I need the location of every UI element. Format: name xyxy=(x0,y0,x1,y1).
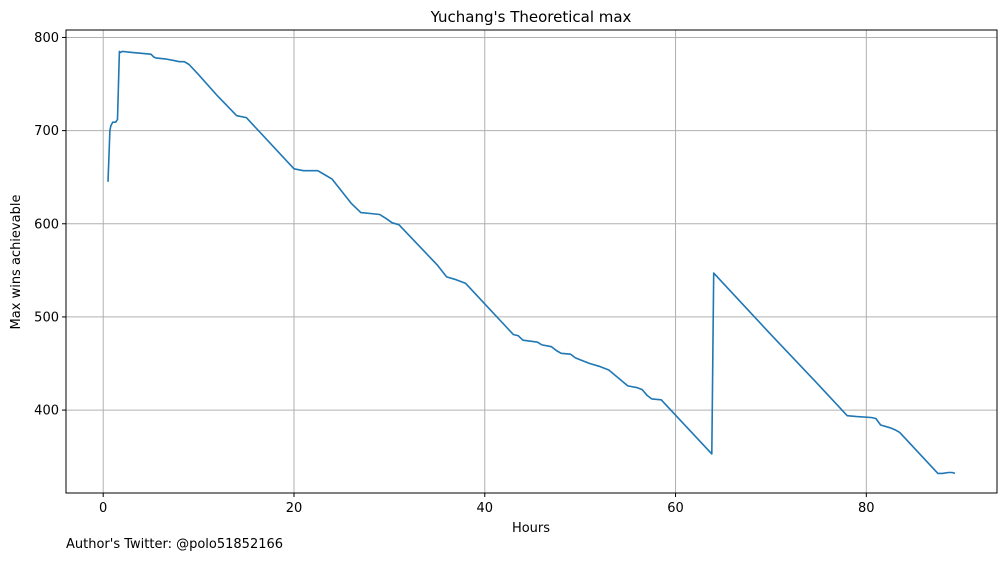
x-tick-label: 20 xyxy=(286,501,303,516)
y-tick-label: 400 xyxy=(34,404,59,419)
y-tick-label: 600 xyxy=(34,217,59,232)
x-axis: 0 20 40 60 80 xyxy=(99,493,875,516)
x-axis-label: Hours xyxy=(512,521,550,536)
chart-title: Yuchang's Theoretical max xyxy=(430,8,632,26)
y-tick-label: 700 xyxy=(34,124,59,139)
series-line-0 xyxy=(107,50,956,475)
x-tick-label: 80 xyxy=(858,501,875,516)
x-tick-label: 40 xyxy=(476,501,493,516)
x-tick-label: 0 xyxy=(99,501,107,516)
y-axis-label: Max wins achievable xyxy=(9,195,24,330)
y-axis: 400 500 600 700 800 xyxy=(34,31,66,419)
series xyxy=(107,50,956,475)
y-tick-label: 500 xyxy=(34,310,59,325)
plot-frame xyxy=(65,29,998,494)
grid xyxy=(66,30,997,493)
x-tick-label: 60 xyxy=(667,501,684,516)
plot-area xyxy=(66,30,997,493)
y-tick-label: 800 xyxy=(34,31,59,46)
author-credit: Author's Twitter: @polo51852166 xyxy=(66,537,284,552)
